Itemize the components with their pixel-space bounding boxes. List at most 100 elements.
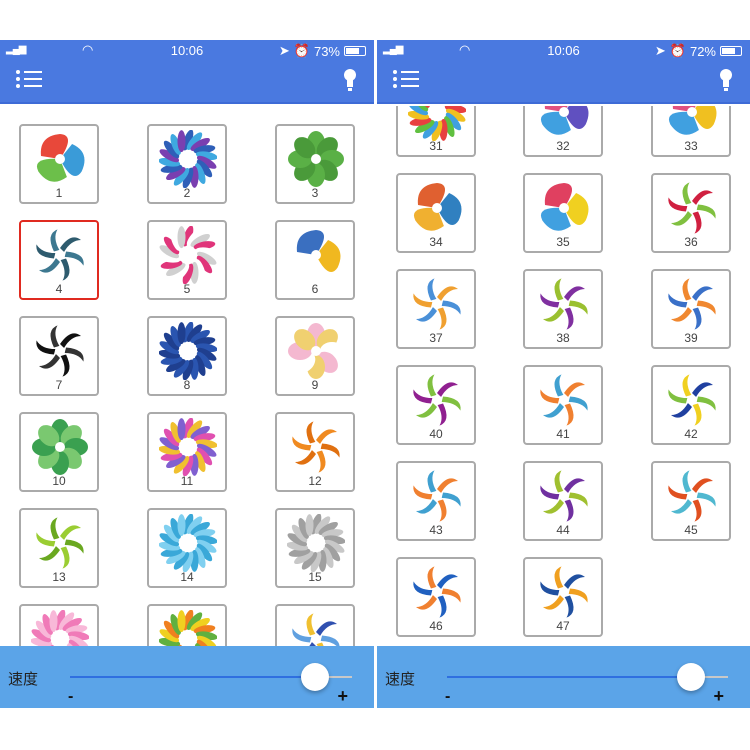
blade	[320, 635, 340, 646]
pattern-number: 44	[556, 523, 570, 537]
swirl-arm	[316, 240, 341, 273]
slider-thumb[interactable]	[677, 663, 706, 691]
pattern-item[interactable]: 34	[396, 173, 476, 253]
pattern-item[interactable]: 39	[651, 269, 731, 349]
pattern-number: 1	[55, 186, 63, 200]
ring-segment	[186, 132, 203, 150]
blade	[306, 421, 316, 444]
location-icon: ➤	[654, 43, 666, 58]
pattern-item[interactable]: 3	[275, 124, 355, 204]
blade	[564, 478, 585, 493]
pattern-item[interactable]: 44	[523, 461, 603, 541]
ring-segment	[159, 149, 180, 163]
ring-segment	[170, 614, 182, 635]
speed-slider[interactable]	[70, 663, 352, 691]
ring-segment	[412, 106, 429, 112]
pattern-item[interactable]: 15	[275, 508, 355, 588]
pattern-item[interactable]: 17	[147, 604, 227, 646]
slider-thumb[interactable]	[301, 663, 330, 691]
battery-level	[346, 48, 360, 54]
pattern-number: 11	[180, 474, 194, 488]
icon-center	[559, 491, 569, 501]
pattern-item[interactable]: 1	[19, 124, 99, 204]
pattern-item[interactable]: 16	[19, 604, 99, 646]
pattern-item[interactable]: 35	[523, 173, 603, 253]
pattern-item[interactable]: 47	[523, 557, 603, 637]
blade	[696, 396, 716, 411]
pattern-icon	[413, 374, 461, 426]
ring-segment	[166, 359, 186, 373]
app-header	[0, 60, 374, 104]
ring-segment	[196, 159, 213, 178]
icon-center	[687, 107, 697, 117]
pattern-item[interactable]: 8	[147, 316, 227, 396]
pattern-icon	[541, 183, 589, 231]
battery-icon	[720, 46, 742, 56]
list-menu-icon[interactable]	[393, 68, 421, 90]
pattern-number: 13	[52, 570, 66, 584]
pattern-item[interactable]: 12	[275, 412, 355, 492]
blade	[564, 574, 585, 589]
pattern-number: 31	[429, 139, 443, 153]
icon-center	[51, 630, 69, 646]
ring-segment	[322, 547, 334, 568]
pattern-item[interactable]: 43	[396, 461, 476, 541]
pattern-item[interactable]: 41	[523, 365, 603, 445]
ring-segment	[196, 347, 217, 361]
blade	[36, 244, 56, 259]
icon-center	[432, 299, 442, 309]
pattern-item[interactable]: 33	[651, 106, 731, 157]
pattern-item[interactable]: 7	[19, 316, 99, 396]
ring-segment	[170, 326, 182, 347]
ring-segment	[182, 322, 194, 343]
lightbulb-icon[interactable]	[720, 68, 732, 92]
blade	[413, 389, 433, 404]
blade	[543, 403, 564, 418]
blade	[64, 347, 84, 362]
pattern-icon	[668, 278, 716, 330]
pattern-item[interactable]: 45	[651, 461, 731, 541]
pattern-item[interactable]: 13	[19, 508, 99, 588]
pattern-icon	[413, 278, 461, 330]
ring-segment	[177, 130, 186, 153]
pattern-item[interactable]: 42	[651, 365, 731, 445]
pattern-icon	[669, 106, 717, 135]
blade	[60, 525, 81, 540]
swirl-arm	[414, 207, 444, 231]
pattern-item[interactable]: 6	[275, 220, 355, 300]
pattern-item[interactable]: 4	[19, 220, 99, 300]
pattern-grid: 31 32 33 34 35 36 37 38 39 40 41 42 43 44 45 46 47	[377, 106, 750, 646]
pattern-number: 15	[308, 570, 322, 584]
blade	[564, 307, 574, 330]
pattern-item[interactable]: 36	[651, 173, 731, 253]
pattern-item[interactable]: 31	[396, 106, 476, 157]
pattern-item[interactable]: 2	[147, 124, 227, 204]
pattern-item[interactable]: 10	[19, 412, 99, 492]
ring-segment	[443, 116, 455, 137]
pattern-item[interactable]: 46	[396, 557, 476, 637]
pattern-item[interactable]: 40	[396, 365, 476, 445]
ring-segment	[194, 547, 206, 568]
lightbulb-icon[interactable]	[344, 68, 356, 92]
pattern-item[interactable]: 14	[147, 508, 227, 588]
ring-segment	[194, 163, 206, 184]
ring-segment	[170, 134, 182, 155]
pattern-item[interactable]: 32	[523, 106, 603, 157]
blade	[568, 588, 588, 603]
pattern-item[interactable]: 18	[275, 604, 355, 646]
blade	[437, 307, 447, 330]
pattern-item[interactable]: 37	[396, 269, 476, 349]
blade	[427, 374, 437, 397]
pattern-item[interactable]: 38	[523, 269, 603, 349]
pattern-item[interactable]: 5	[147, 220, 227, 300]
speed-slider[interactable]	[447, 663, 728, 691]
ring-segment	[194, 451, 206, 472]
blade	[543, 307, 564, 322]
ring-segment	[186, 420, 203, 438]
list-menu-icon[interactable]	[16, 68, 44, 90]
ring-segment	[177, 418, 186, 441]
ring-segment	[182, 226, 194, 247]
pattern-item[interactable]: 9	[275, 316, 355, 396]
blade	[437, 478, 458, 493]
pattern-item[interactable]: 11	[147, 412, 227, 492]
